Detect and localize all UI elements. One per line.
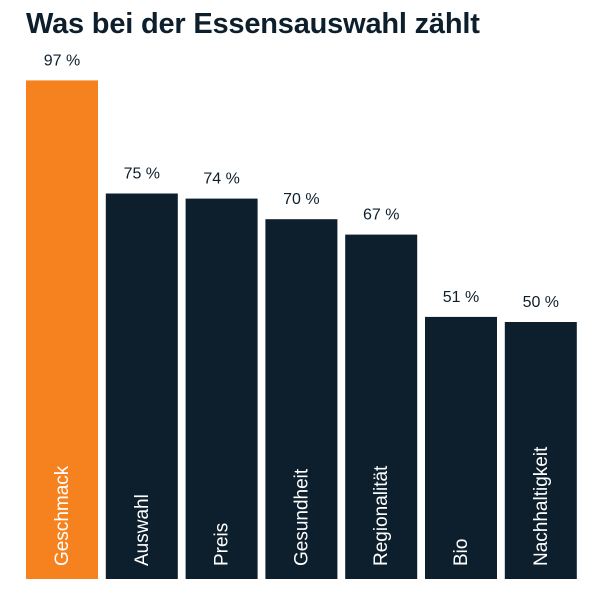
category-label-auswahl: Auswahl [132,494,153,566]
category-label-gesundheit: Gesundheit [291,468,312,566]
bar-nachhaltigkeit [504,322,577,579]
value-label-nachhaltigkeit: 50 % [523,294,559,311]
value-label-regionalitaet: 67 % [363,207,399,224]
category-label-regionalitaet: Regionalität [371,465,392,566]
value-label-bio: 51 % [443,289,479,306]
value-label-auswahl: 75 % [124,166,160,183]
value-label-gesundheit: 70 % [283,191,319,208]
category-label-preis: Preis [212,523,233,566]
category-label-bio: Bio [451,539,472,566]
bar-gesundheit [265,219,338,579]
chart-title: Was bei der Essensauswahl zählt [26,8,480,40]
category-label-nachhaltigkeit: Nachhaltigkeit [531,446,552,566]
bar-auswahl [105,193,178,579]
bar-bio [425,316,497,579]
bar-geschmack [26,80,98,580]
bar-preis [185,198,258,579]
category-label-geschmack: Geschmack [52,465,73,566]
value-label-geschmack: 97 % [44,52,80,69]
value-label-preis: 74 % [203,171,239,188]
bar-regionalitaet [345,234,418,579]
